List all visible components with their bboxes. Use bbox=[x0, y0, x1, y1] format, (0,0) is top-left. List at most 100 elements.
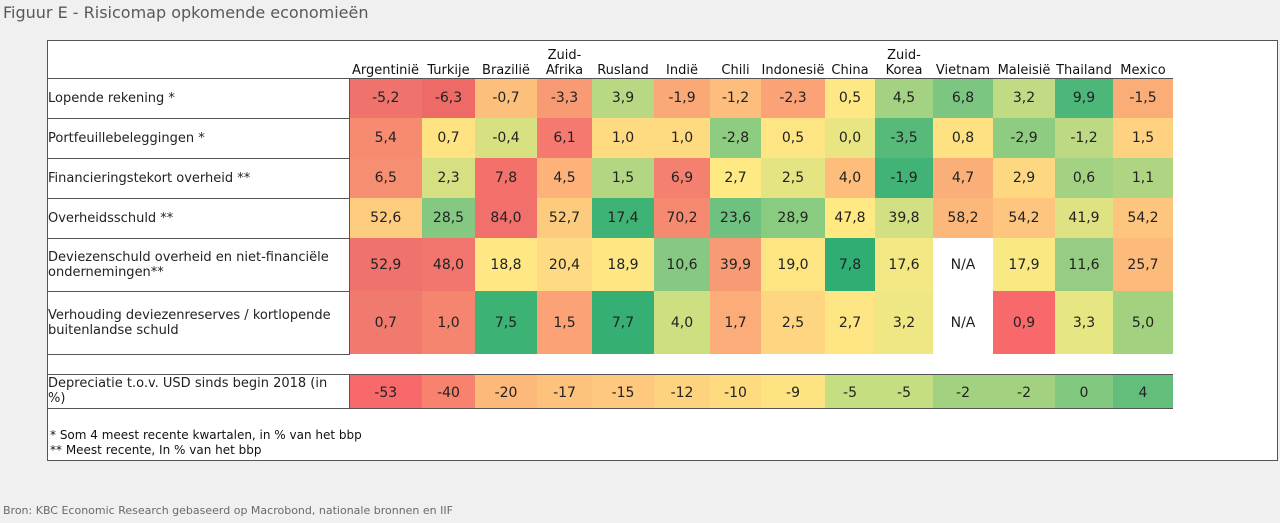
heatmap-row: Portfeuillebeleggingen * 5,4 0,7 -0,4 6,1 1,0… bbox=[48, 118, 1173, 159]
heatmap-cell: 0,0 bbox=[825, 118, 875, 158]
heatmap-cell: -1,5 bbox=[1113, 78, 1173, 118]
heatmap-cell: 7,7 bbox=[592, 291, 654, 354]
heatmap-cell: 6,1 bbox=[537, 118, 592, 158]
header-corner bbox=[48, 41, 349, 79]
column-header: Brazilië bbox=[475, 41, 537, 79]
column-header: Zuid- Afrika bbox=[537, 41, 592, 79]
column-header: Indië bbox=[654, 41, 710, 79]
heatmap-cell: 52,6 bbox=[349, 198, 422, 238]
heatmap-cell: -15 bbox=[592, 373, 654, 409]
row-label: Portfeuillebeleggingen * bbox=[48, 118, 350, 159]
heatmap-cell: -1,2 bbox=[710, 78, 761, 118]
heatmap-cell: 52,9 bbox=[349, 238, 422, 291]
heatmap-cell: -1,2 bbox=[1055, 118, 1113, 158]
heatmap-cell: -1,9 bbox=[654, 78, 710, 118]
heatmap-cell: 5,0 bbox=[1113, 291, 1173, 354]
column-header: Zuid- Korea bbox=[875, 41, 933, 79]
column-header: Vietnam bbox=[933, 41, 993, 79]
heatmap-cell: N/A bbox=[933, 238, 993, 291]
heatmap-cell: -5 bbox=[825, 373, 875, 409]
source-note: Bron: KBC Economic Research gebaseerd op… bbox=[3, 504, 453, 517]
heatmap-cell: 3,2 bbox=[993, 78, 1055, 118]
risk-heatmap-table: Argentinië Turkije Brazilië Zuid- Afrika Rus… bbox=[48, 41, 1173, 409]
heatmap-cell: -0,7 bbox=[475, 78, 537, 118]
heatmap-cell: -3,5 bbox=[875, 118, 933, 158]
heatmap-cell: 58,2 bbox=[933, 198, 993, 238]
heatmap-cell: 0,5 bbox=[761, 118, 825, 158]
heatmap-cell: -2,8 bbox=[710, 118, 761, 158]
row-label: Lopende rekening * bbox=[48, 78, 350, 119]
heatmap-cell: 6,8 bbox=[933, 78, 993, 118]
heatmap-cell: 54,2 bbox=[993, 198, 1055, 238]
heatmap-cell: 2,3 bbox=[422, 158, 475, 198]
heatmap-cell: 70,2 bbox=[654, 198, 710, 238]
heatmap-cell: 17,9 bbox=[993, 238, 1055, 291]
column-header: Maleisië bbox=[993, 41, 1055, 79]
heatmap-cell: 6,9 bbox=[654, 158, 710, 198]
heatmap-cell: -2 bbox=[993, 373, 1055, 409]
footnotes: * Som 4 meest recente kwartalen, in % va… bbox=[50, 428, 362, 458]
heatmap-cell: 5,4 bbox=[349, 118, 422, 158]
heatmap-cell: 54,2 bbox=[1113, 198, 1173, 238]
heatmap-cell: 4,5 bbox=[537, 158, 592, 198]
heatmap-row: Deviezenschuld overheid en niet-financië… bbox=[48, 238, 1173, 292]
heatmap-cell: -2 bbox=[933, 373, 993, 409]
heatmap-cell: 7,5 bbox=[475, 291, 537, 354]
column-header: China bbox=[825, 41, 875, 79]
heatmap-cell: 41,9 bbox=[1055, 198, 1113, 238]
heatmap-cell: 0,9 bbox=[993, 291, 1055, 354]
heatmap-cell: -6,3 bbox=[422, 78, 475, 118]
heatmap-frame: Argentinië Turkije Brazilië Zuid- Afrika Rus… bbox=[47, 40, 1278, 461]
heatmap-cell: 47,8 bbox=[825, 198, 875, 238]
row-label: Overheidsschuld ** bbox=[48, 198, 350, 239]
column-header: Indonesië bbox=[761, 41, 825, 79]
spacer-row bbox=[48, 354, 1173, 374]
heatmap-cell: 39,8 bbox=[875, 198, 933, 238]
heatmap-cell: 4,0 bbox=[654, 291, 710, 354]
heatmap-cell: 10,6 bbox=[654, 238, 710, 291]
row-label: Verhouding deviezenreserves / kortlopend… bbox=[48, 291, 350, 355]
heatmap-cell: 2,5 bbox=[761, 158, 825, 198]
column-header: Turkije bbox=[422, 41, 475, 79]
heatmap-cell: -9 bbox=[761, 373, 825, 409]
footnote: * Som 4 meest recente kwartalen, in % va… bbox=[50, 428, 362, 442]
heatmap-cell: 2,7 bbox=[825, 291, 875, 354]
heatmap-cell: -10 bbox=[710, 373, 761, 409]
heatmap-cell: 9,9 bbox=[1055, 78, 1113, 118]
column-header: Argentinië bbox=[349, 41, 422, 79]
heatmap-row: Depreciatie t.o.v. USD sinds begin 2018 … bbox=[48, 373, 1173, 409]
heatmap-cell: -5,2 bbox=[349, 78, 422, 118]
heatmap-cell: 0,7 bbox=[349, 291, 422, 354]
heatmap-cell: 0,7 bbox=[422, 118, 475, 158]
column-header: Chili bbox=[710, 41, 761, 79]
heatmap-cell: 1,5 bbox=[537, 291, 592, 354]
heatmap-cell: 1,5 bbox=[1113, 118, 1173, 158]
heatmap-cell: -17 bbox=[537, 373, 592, 409]
heatmap-row: Financieringstekort overheid ** 6,5 2,3 7,8… bbox=[48, 158, 1173, 199]
heatmap-cell: -40 bbox=[422, 373, 475, 409]
spacer-cell bbox=[48, 354, 1173, 374]
footnote: ** Meest recente, In % van het bbp bbox=[50, 443, 262, 457]
column-header: Thailand bbox=[1055, 41, 1113, 79]
heatmap-cell: 19,0 bbox=[761, 238, 825, 291]
heatmap-cell: -0,4 bbox=[475, 118, 537, 158]
heatmap-cell: 4,0 bbox=[825, 158, 875, 198]
heatmap-cell: 0,6 bbox=[1055, 158, 1113, 198]
column-header: Mexico bbox=[1113, 41, 1173, 79]
heatmap-cell: 7,8 bbox=[825, 238, 875, 291]
heatmap-cell: 2,9 bbox=[993, 158, 1055, 198]
heatmap-cell: N/A bbox=[933, 291, 993, 354]
heatmap-cell: 23,6 bbox=[710, 198, 761, 238]
heatmap-cell: -2,3 bbox=[761, 78, 825, 118]
heatmap-cell: 2,7 bbox=[710, 158, 761, 198]
heatmap-cell: -2,9 bbox=[993, 118, 1055, 158]
heatmap-row: Verhouding deviezenreserves / kortlopend… bbox=[48, 291, 1173, 355]
heatmap-cell: 4,5 bbox=[875, 78, 933, 118]
heatmap-cell: -1,9 bbox=[875, 158, 933, 198]
heatmap-cell: 4 bbox=[1113, 373, 1173, 409]
heatmap-cell: 17,6 bbox=[875, 238, 933, 291]
heatmap-cell: 3,3 bbox=[1055, 291, 1113, 354]
heatmap-cell: 28,5 bbox=[422, 198, 475, 238]
heatmap-cell: -3,3 bbox=[537, 78, 592, 118]
heatmap-cell: 0 bbox=[1055, 373, 1113, 409]
